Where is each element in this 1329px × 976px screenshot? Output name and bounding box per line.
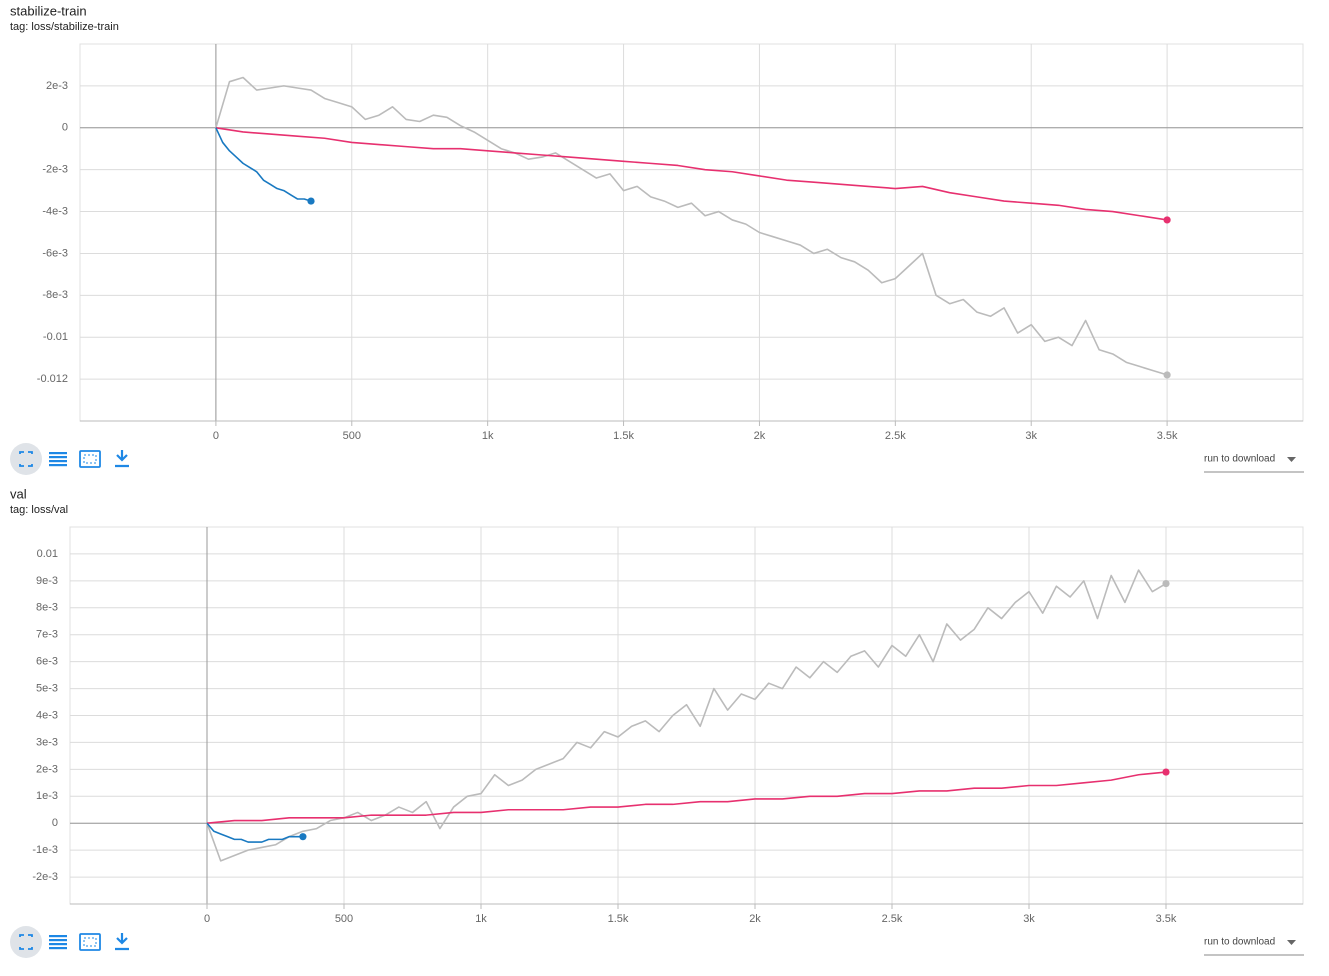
y-tick-label: 0 bbox=[62, 122, 68, 134]
list-icon[interactable] bbox=[49, 452, 67, 455]
series-line bbox=[206, 771, 1167, 825]
y-tick-label: 5e-3 bbox=[36, 682, 58, 694]
chart-subtitle: tag: loss/stabilize-train bbox=[10, 21, 119, 33]
zoom-icon[interactable] bbox=[79, 450, 101, 468]
dropdown-arrow[interactable] bbox=[1287, 940, 1296, 945]
x-tick-label: 3k bbox=[1025, 430, 1037, 442]
series-end-point bbox=[1163, 216, 1171, 224]
series-line bbox=[215, 126, 1168, 221]
chart-panel: stabilize-train tag: loss/stabilize-train… bbox=[10, 3, 1304, 475]
x-tick-label: 1k bbox=[482, 430, 494, 442]
x-tick-label: 3k bbox=[1023, 913, 1035, 925]
y-tick-label: -0.012 bbox=[37, 373, 68, 385]
series-line bbox=[206, 822, 303, 843]
list-icon[interactable] bbox=[49, 943, 67, 946]
toolbar: run to download bbox=[10, 926, 1304, 958]
download-icon[interactable] bbox=[115, 933, 129, 951]
x-tick-label: 1k bbox=[475, 913, 487, 925]
x-tick-label: 2.5k bbox=[885, 430, 906, 442]
y-tick-label: -0.01 bbox=[43, 331, 68, 343]
y-tick-label: 1e-3 bbox=[36, 790, 58, 802]
x-tick-label: 500 bbox=[335, 913, 353, 925]
series-line bbox=[206, 569, 1167, 862]
x-tick-label: 1.5k bbox=[608, 913, 629, 925]
x-tick-label: 3.5k bbox=[1157, 430, 1178, 442]
plot-frame bbox=[79, 43, 1304, 422]
list-icon[interactable] bbox=[49, 939, 67, 942]
y-tick-label: 3e-3 bbox=[36, 736, 58, 748]
run-select-label[interactable]: run to download bbox=[1204, 937, 1275, 948]
series-end-point bbox=[1163, 371, 1171, 379]
y-tick-label: -2e-3 bbox=[42, 164, 68, 176]
x-tick-label: 2k bbox=[754, 430, 766, 442]
y-tick-label: 6e-3 bbox=[36, 656, 58, 668]
x-tick-label: 1.5k bbox=[613, 430, 634, 442]
y-tick-label: 9e-3 bbox=[36, 575, 58, 587]
list-icon[interactable] bbox=[49, 456, 67, 459]
y-tick-label: 0.01 bbox=[37, 548, 58, 560]
x-tick-label: 500 bbox=[343, 430, 361, 442]
y-tick-label: 2e-3 bbox=[36, 763, 58, 775]
y-tick-label: -4e-3 bbox=[42, 205, 68, 217]
fit-icon[interactable] bbox=[19, 934, 33, 950]
y-tick-label: 4e-3 bbox=[36, 709, 58, 721]
chart-title: val bbox=[10, 486, 27, 501]
x-tick-label: 0 bbox=[213, 430, 219, 442]
chart-title: stabilize-train bbox=[10, 3, 87, 18]
download-icon[interactable] bbox=[115, 450, 129, 468]
list-icon[interactable] bbox=[49, 464, 67, 467]
fit-button[interactable] bbox=[10, 926, 42, 958]
zoom-icon-inner[interactable] bbox=[83, 937, 97, 947]
y-tick-label: 2e-3 bbox=[46, 80, 68, 92]
zoom-icon[interactable] bbox=[79, 933, 101, 951]
fit-button[interactable] bbox=[10, 443, 42, 475]
series-end-point bbox=[299, 833, 307, 841]
y-tick-label: 7e-3 bbox=[36, 629, 58, 641]
x-tick-label: 2k bbox=[749, 913, 761, 925]
dropdown-arrow[interactable] bbox=[1287, 457, 1296, 462]
x-tick-label: 2.5k bbox=[882, 913, 903, 925]
zoom-icon-inner[interactable] bbox=[83, 454, 97, 464]
toolbar: run to download bbox=[10, 443, 1304, 475]
y-tick-label: -2e-3 bbox=[32, 871, 58, 883]
x-tick-label: 3.5k bbox=[1156, 913, 1177, 925]
y-tick-label: 0 bbox=[52, 817, 58, 829]
list-icon[interactable] bbox=[49, 935, 67, 938]
chart-subtitle: tag: loss/val bbox=[10, 504, 68, 516]
series-line bbox=[215, 127, 312, 202]
list-icon[interactable] bbox=[49, 460, 67, 463]
y-tick-label: -8e-3 bbox=[42, 289, 68, 301]
series-end-point bbox=[1162, 579, 1170, 588]
y-tick-label: 8e-3 bbox=[36, 602, 58, 614]
series-end-point bbox=[307, 197, 315, 205]
list-icon[interactable] bbox=[49, 947, 67, 950]
series-line bbox=[215, 76, 1168, 376]
run-select[interactable]: run to download bbox=[1204, 454, 1304, 473]
fit-icon[interactable] bbox=[19, 451, 33, 467]
y-tick-label: -6e-3 bbox=[42, 247, 68, 259]
chart-panel: val tag: loss/val 0.01 9e-3 8e-3 7e-3 6e-3 5e-3… bbox=[10, 486, 1304, 958]
run-select[interactable]: run to download bbox=[1204, 937, 1304, 956]
series-end-point bbox=[1162, 768, 1170, 776]
x-tick-label: 0 bbox=[204, 913, 210, 925]
run-select-label[interactable]: run to download bbox=[1204, 454, 1275, 465]
y-tick-label: -1e-3 bbox=[32, 844, 58, 856]
